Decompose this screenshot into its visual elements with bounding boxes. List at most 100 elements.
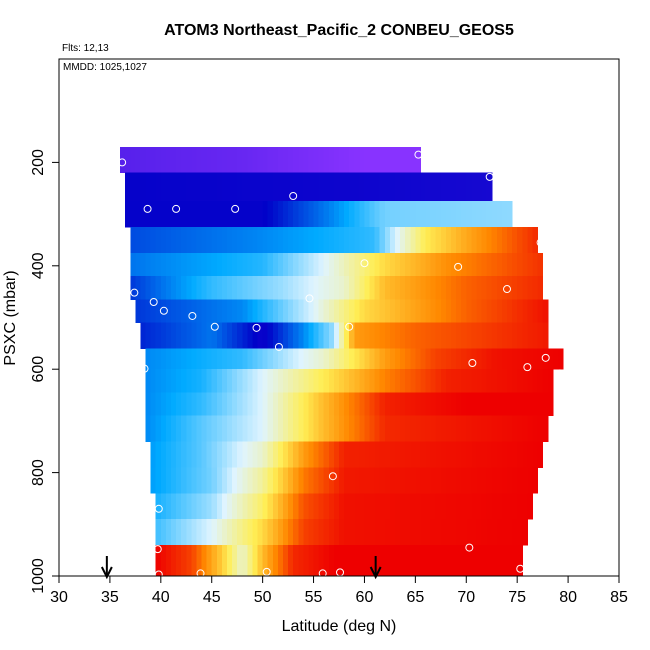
- heatmap-cell: [171, 544, 177, 577]
- heatmap-cell: [522, 493, 528, 520]
- heatmap-cell: [150, 322, 157, 349]
- heatmap-cell: [221, 299, 228, 324]
- heatmap-cell: [354, 322, 360, 349]
- heatmap-row: [145, 415, 549, 442]
- heatmap-cell: [471, 299, 478, 324]
- heatmap-cell: [323, 146, 330, 174]
- heatmap-cell: [293, 299, 299, 324]
- heatmap-cell: [232, 369, 238, 393]
- heatmap-cell: [369, 172, 376, 202]
- heatmap-cell: [517, 415, 523, 442]
- heatmap-cell: [349, 519, 355, 546]
- heatmap-cell: [130, 201, 136, 228]
- heatmap-cell: [313, 369, 320, 393]
- heatmap-cell: [206, 415, 213, 442]
- observation-marker: [289, 192, 298, 200]
- heatmap-cell: [440, 172, 447, 202]
- heatmap-row: [120, 146, 422, 174]
- y-tick-label: 600: [30, 356, 47, 383]
- heatmap-cell: [150, 299, 157, 324]
- heatmap-cell: [359, 392, 366, 417]
- heatmap-cell: [512, 299, 518, 324]
- heatmap-cell: [527, 252, 534, 277]
- heatmap-cell: [440, 227, 447, 254]
- heatmap-cell: [349, 415, 355, 442]
- heatmap-cell: [359, 493, 366, 520]
- heatmap-cell: [445, 369, 452, 393]
- heatmap-cell: [201, 392, 208, 417]
- heatmap-cell: [379, 201, 386, 228]
- heatmap-cell: [252, 519, 259, 546]
- heatmap-cell: [288, 252, 294, 277]
- heatmap-cell: [369, 276, 376, 300]
- heatmap-cell: [430, 172, 437, 202]
- heatmap-cell: [435, 252, 442, 277]
- heatmap-cell: [456, 172, 462, 202]
- heatmap-cell: [160, 467, 167, 494]
- heatmap-cell: [486, 348, 493, 370]
- heatmap-cell: [191, 493, 198, 520]
- heatmap-cell: [451, 227, 457, 254]
- heatmap-cell: [171, 493, 177, 520]
- heatmap-cell: [181, 227, 187, 254]
- heatmap-cell: [512, 519, 518, 546]
- heatmap-cell: [160, 392, 167, 417]
- heatmap-cell: [272, 172, 279, 202]
- heatmap-cell: [308, 322, 315, 349]
- heatmap-cell: [491, 441, 498, 468]
- heatmap-cell: [410, 519, 416, 546]
- heatmap-cell: [440, 201, 447, 228]
- heatmap-cell: [466, 392, 472, 417]
- x-tick-label: 50: [254, 589, 272, 606]
- heatmap-cell: [415, 172, 422, 202]
- heatmap-cell: [425, 467, 432, 494]
- heatmap-cell: [410, 201, 416, 228]
- heatmap-cell: [395, 201, 401, 228]
- heatmap-cell: [410, 276, 416, 300]
- heatmap-cell: [527, 467, 534, 494]
- heatmap-cell: [354, 172, 360, 202]
- heatmap-cell: [257, 299, 264, 324]
- heatmap-cell: [262, 146, 269, 174]
- heatmap-cell: [257, 252, 264, 277]
- heatmap-cell: [349, 392, 355, 417]
- heatmap-cell: [201, 252, 208, 277]
- heatmap-cell: [400, 322, 406, 349]
- observation-marker: [305, 294, 314, 303]
- heatmap-cell: [349, 322, 355, 349]
- heatmap-cell: [405, 519, 411, 546]
- heatmap-cell: [277, 172, 284, 202]
- heatmap-cell: [405, 467, 411, 494]
- heatmap-cell: [451, 441, 457, 468]
- heatmap-cell: [349, 227, 355, 254]
- heatmap-cell: [227, 493, 233, 520]
- heatmap-cell: [308, 201, 315, 228]
- heatmap-cell: [145, 415, 152, 442]
- heatmap-cell: [221, 519, 228, 546]
- heatmap-cell: [491, 392, 498, 417]
- heatmap-cell: [507, 441, 513, 468]
- heatmap-cell: [522, 441, 528, 468]
- heatmap-cell: [186, 519, 192, 546]
- heatmap-cell: [135, 201, 142, 228]
- heatmap-row: [140, 322, 549, 349]
- heatmap-layer: [120, 146, 564, 577]
- heatmap-cell: [512, 276, 518, 300]
- heatmap-cell: [532, 415, 539, 442]
- heatmap-cell: [420, 392, 427, 417]
- heatmap-cell: [410, 392, 416, 417]
- heatmap-cell: [227, 322, 233, 349]
- heatmap-cell: [420, 172, 427, 202]
- heatmap-cell: [364, 467, 371, 494]
- heatmap-cell: [155, 392, 162, 417]
- heatmap-cell: [288, 415, 294, 442]
- heatmap-cell: [232, 467, 238, 494]
- heatmap-cell: [481, 493, 488, 520]
- heatmap-cell: [181, 519, 187, 546]
- heatmap-cell: [196, 276, 203, 300]
- x-tick-label: 55: [305, 589, 323, 606]
- heatmap-cell: [389, 544, 396, 577]
- heatmap-cell: [476, 322, 483, 349]
- heatmap-cell: [298, 299, 304, 324]
- heatmap-cell: [216, 467, 223, 494]
